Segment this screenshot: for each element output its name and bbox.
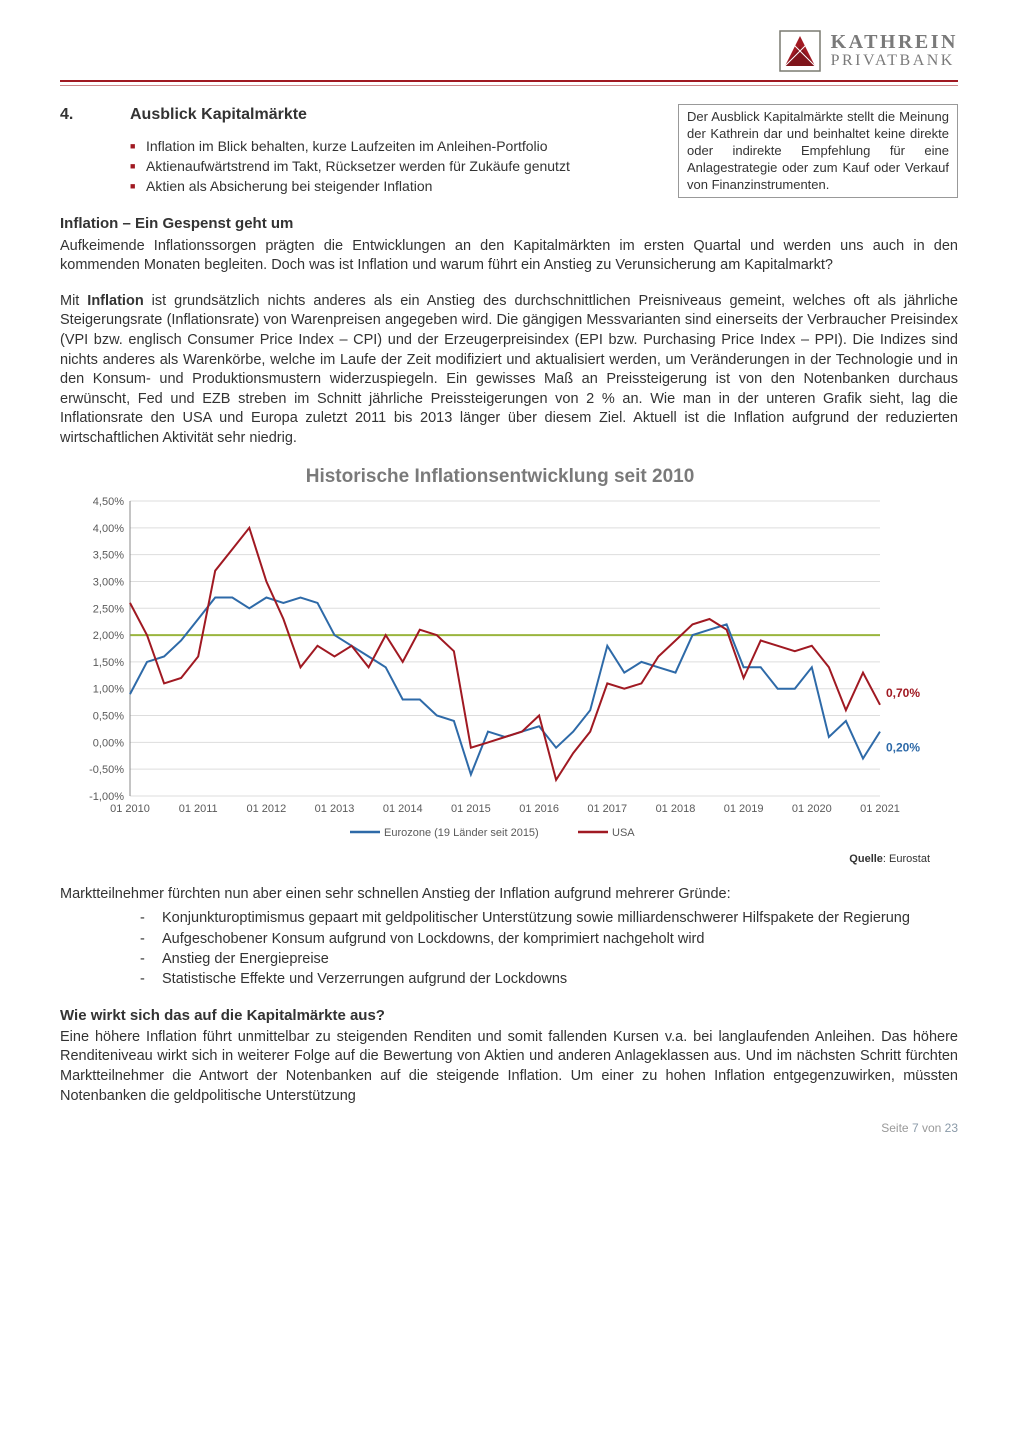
paragraph: Eine höhere Inflation führt unmittelbar …	[60, 1028, 958, 1106]
chart-title: Historische Inflationsentwicklung seit 2…	[60, 464, 940, 490]
bullet-item: Aktienaufwärtstrend im Takt, Rücksetzer …	[130, 156, 958, 176]
svg-text:2,50%: 2,50%	[93, 603, 124, 615]
svg-text:0,70%: 0,70%	[886, 686, 920, 700]
list-item: Anstieg der Energiepreise	[140, 949, 958, 969]
svg-text:1,00%: 1,00%	[93, 684, 124, 696]
svg-text:01 2010: 01 2010	[110, 803, 150, 815]
svg-text:01 2014: 01 2014	[383, 803, 423, 815]
svg-text:4,50%: 4,50%	[93, 496, 124, 508]
svg-text:01 2020: 01 2020	[792, 803, 832, 815]
svg-text:01 2018: 01 2018	[656, 803, 696, 815]
svg-text:3,00%: 3,00%	[93, 576, 124, 588]
svg-text:4,00%: 4,00%	[93, 523, 124, 535]
bullet-item: Aktien als Absicherung bei steigender In…	[130, 176, 958, 196]
inflation-chart: Historische Inflationsentwicklung seit 2…	[60, 464, 940, 866]
chart-source: Quelle: Eurostat	[60, 852, 930, 867]
list-item: Konjunkturoptimismus gepaart mit geldpol…	[140, 908, 958, 928]
svg-text:2,00%: 2,00%	[93, 630, 124, 642]
logo-text-1: KATHREIN	[831, 32, 958, 53]
svg-text:3,50%: 3,50%	[93, 550, 124, 562]
svg-text:0,20%: 0,20%	[886, 741, 920, 755]
svg-text:1,50%: 1,50%	[93, 657, 124, 669]
svg-text:01 2015: 01 2015	[451, 803, 491, 815]
subheading-kapitalmaerkte: Wie wirkt sich das auf die Kapitalmärkte…	[60, 1006, 958, 1026]
svg-text:-0,50%: -0,50%	[89, 764, 124, 776]
key-bullets: Inflation im Blick behalten, kurze Laufz…	[60, 136, 958, 197]
list-item: Statistische Effekte und Verzerrungen au…	[140, 969, 958, 989]
paragraph: Aufkeimende Inflationssorgen prägten die…	[60, 237, 958, 276]
chart-canvas: -1,00% -0,50% 0,00% 0,50% 1,00% 1,50% 2,00% 2,5…	[60, 496, 940, 846]
svg-text:01 2013: 01 2013	[315, 803, 355, 815]
svg-text:Eurozone (19 Länder seit 2015): Eurozone (19 Länder seit 2015)	[384, 827, 539, 839]
bullet-item: Inflation im Blick behalten, kurze Laufz…	[130, 136, 958, 156]
svg-text:01 2021: 01 2021	[860, 803, 900, 815]
page-footer: Seite 7 von 23	[60, 1120, 958, 1136]
svg-text:USA: USA	[612, 827, 635, 839]
svg-text:-1,00%: -1,00%	[89, 791, 124, 803]
svg-text:0,00%: 0,00%	[93, 737, 124, 749]
svg-text:01 2016: 01 2016	[519, 803, 559, 815]
header: KATHREIN PRIVATBANK	[60, 30, 958, 72]
svg-text:01 2019: 01 2019	[724, 803, 764, 815]
logo-text-2: PRIVATBANK	[831, 53, 958, 70]
header-rule	[60, 80, 958, 82]
svg-text:0,50%: 0,50%	[93, 711, 124, 723]
section-number: 4.	[60, 104, 130, 126]
header-rule-thin	[60, 85, 958, 86]
reasons-list: Konjunkturoptimismus gepaart mit geldpol…	[60, 908, 958, 989]
logo-icon	[779, 30, 821, 72]
section-title: Ausblick Kapitalmärkte	[130, 106, 307, 123]
paragraph: Mit Inflation ist grundsätzlich nichts a…	[60, 292, 958, 449]
svg-text:01 2017: 01 2017	[587, 803, 627, 815]
subheading-inflation: Inflation – Ein Gespenst geht um	[60, 214, 958, 234]
paragraph: Marktteilnehmer fürchten nun aber einen …	[60, 885, 958, 905]
svg-text:01 2011: 01 2011	[179, 803, 218, 815]
svg-text:01 2012: 01 2012	[246, 803, 286, 815]
list-item: Aufgeschobener Konsum aufgrund von Lockd…	[140, 929, 958, 949]
